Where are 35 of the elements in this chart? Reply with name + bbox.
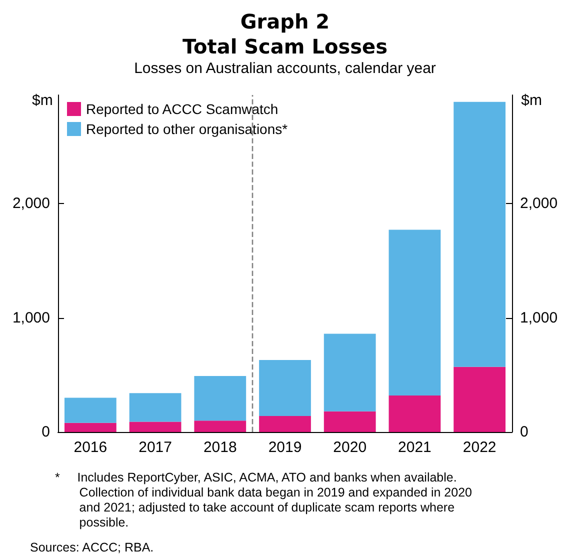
bar (194, 420, 246, 432)
bar (64, 398, 116, 423)
y-tick-label: 1,000 (12, 309, 50, 326)
bar (194, 376, 246, 421)
bar (324, 334, 376, 412)
bar (324, 411, 376, 432)
legend-label: Reported to other organisations* (86, 121, 288, 137)
y2-tick-label: 0 (520, 424, 528, 440)
bar (64, 422, 116, 432)
bar (454, 102, 506, 367)
y-tick-label: 2,000 (12, 195, 50, 212)
x-tick-label: 2020 (333, 439, 367, 456)
bar (129, 393, 182, 422)
x-tick-label: 2018 (203, 439, 237, 456)
bar (454, 366, 506, 432)
chart-title: Graph 2 Total Scam Losses (182, 10, 388, 58)
text: * Includes ReportCyber, ASIC, ACMA, ATO and banks when available. Collection of individual bank data began in 2019 and expanded in 2020 and 2021; adjusted to take account of duplicate scam reports where possible. (55, 470, 472, 530)
x-tick-label: 2022 (462, 439, 496, 456)
y2-tick-label: 2,000 (520, 195, 558, 212)
bar (388, 395, 441, 432)
y2-axis-title: $m (521, 92, 542, 109)
y-axis-title: $m (32, 92, 53, 109)
bar (259, 416, 311, 432)
x-tick-label: 2021 (398, 439, 432, 456)
x-tick-label: 2017 (138, 439, 172, 456)
x-tick-label: 2019 (268, 439, 302, 456)
bar (129, 422, 182, 432)
bar (259, 360, 311, 416)
bar (388, 230, 441, 396)
y2-tick-label: 1,000 (520, 309, 558, 326)
legend-label: Reported to ACCC Scamwatch (86, 101, 278, 117)
y-tick-label: 0 (42, 424, 50, 440)
source-note: Sources: ACCC; RBA. (30, 540, 154, 554)
x-tick-label: 2016 (74, 439, 108, 456)
chart-subtitle: Losses on Australian accounts, calendar year (134, 60, 436, 77)
